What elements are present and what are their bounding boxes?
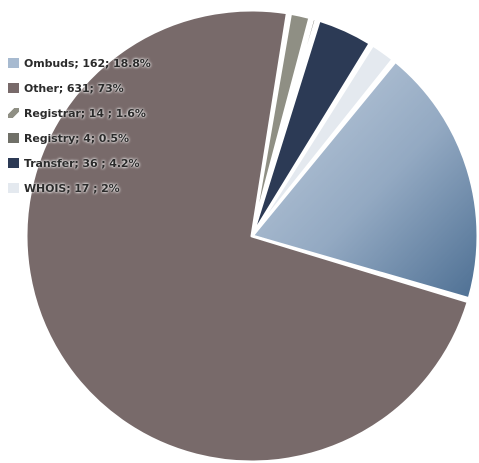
pie-slice-whois	[250, 43, 395, 238]
pie-slice-registry	[250, 16, 318, 238]
legend-label-other: Other; 631; 73%	[24, 81, 124, 95]
pie-slice-registrar	[250, 11, 312, 238]
legend-label-whois: WHOIS; 17 ; 2%	[24, 181, 120, 195]
legend-label-registrar: Registrar; 14 ; 1.6%	[24, 106, 146, 120]
legend-swatch-registry	[8, 133, 19, 143]
legend-item-ombuds: Ombuds; 162; 18.8%	[8, 56, 151, 70]
legend-swatch-whois	[8, 183, 19, 193]
legend-swatch-transfer	[8, 158, 19, 168]
legend: Ombuds; 162; 18.8% Other; 631; 73% Regis…	[8, 56, 151, 195]
legend-item-transfer: Transfer; 36 ; 4.2%	[8, 156, 151, 170]
legend-swatch-registrar	[8, 108, 19, 118]
legend-swatch-other	[8, 83, 19, 93]
legend-label-ombuds: Ombuds; 162; 18.8%	[24, 56, 151, 70]
legend-label-registry: Registry; 4; 0.5%	[24, 131, 129, 145]
legend-item-registry: Registry; 4; 0.5%	[8, 131, 151, 145]
legend-item-other: Other; 631; 73%	[8, 81, 151, 95]
pie-slice-transfer	[250, 18, 372, 238]
pie-slice-other	[24, 8, 470, 463]
legend-item-registrar: Registrar; 14 ; 1.6%	[8, 106, 151, 120]
legend-swatch-ombuds	[8, 58, 19, 68]
legend-label-transfer: Transfer; 36 ; 4.2%	[24, 156, 140, 170]
pie-slices	[24, 8, 479, 463]
legend-item-whois: WHOIS; 17 ; 2%	[8, 181, 151, 195]
pie-slice-ombuds	[250, 59, 479, 301]
